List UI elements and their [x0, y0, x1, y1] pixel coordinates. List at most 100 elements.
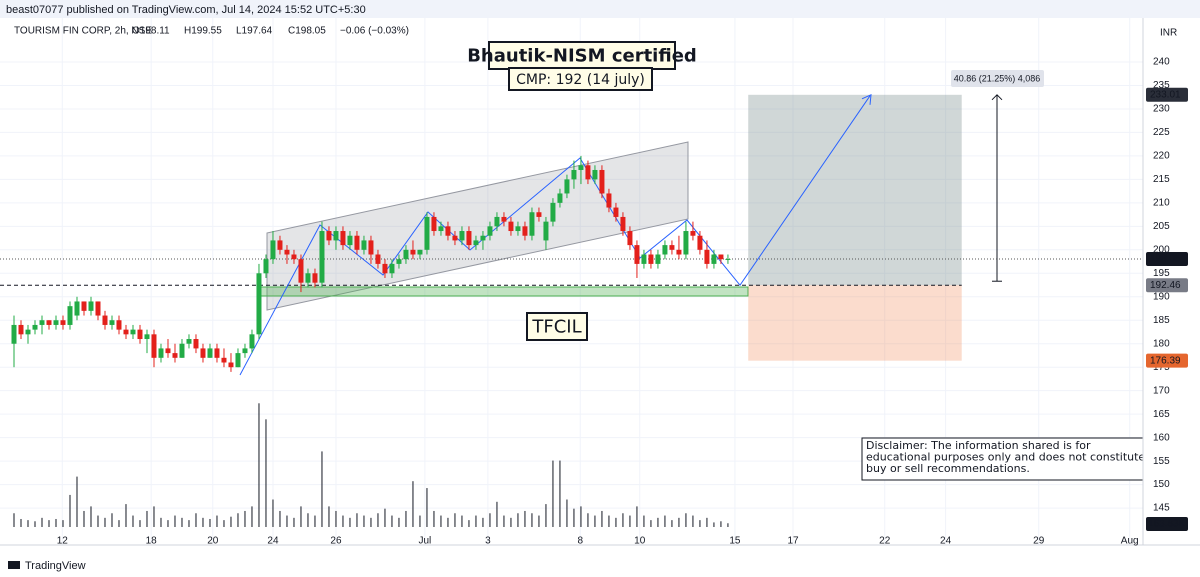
y-tick-label: 150 — [1153, 479, 1170, 490]
candle-body — [466, 231, 472, 246]
candle-body — [228, 362, 234, 368]
volume-bar — [97, 515, 99, 527]
y-tick-label: 180 — [1153, 338, 1170, 349]
volume-bar — [286, 515, 288, 527]
volume-bar — [524, 510, 526, 527]
candle-body — [32, 324, 38, 330]
volume-bar — [174, 515, 176, 527]
volume-bar — [83, 510, 85, 527]
volume-bar — [573, 508, 575, 527]
candle-body — [144, 334, 150, 340]
candle-body — [214, 348, 220, 358]
candle-body — [410, 249, 416, 255]
volume-bar — [335, 510, 337, 527]
candle-body — [158, 348, 164, 358]
x-tick-label: 22 — [879, 536, 891, 547]
price-tag — [1146, 353, 1188, 368]
footer: TradingView — [25, 560, 86, 572]
ohlc-value: L197.64 — [236, 26, 273, 37]
volume-bar — [314, 515, 316, 527]
candle-body — [480, 235, 486, 241]
y-tick-label: 225 — [1153, 127, 1170, 138]
arrow-head — [861, 93, 872, 105]
candle-body — [683, 231, 689, 255]
volume-bar — [181, 517, 183, 527]
candle-body — [18, 324, 24, 335]
volume-bar — [650, 520, 652, 527]
candle-body — [88, 301, 94, 311]
candle-body — [235, 353, 241, 368]
candle-body — [718, 254, 724, 260]
volume-bar — [349, 517, 351, 527]
candle-body — [620, 216, 626, 232]
candle-body — [172, 353, 178, 358]
volume-bar — [559, 460, 561, 527]
candle-body — [200, 348, 206, 358]
volume-bar — [692, 515, 694, 527]
support-zone — [257, 286, 749, 297]
candle-body — [487, 226, 493, 236]
candle-body — [193, 339, 199, 349]
candle-body — [165, 348, 171, 354]
tv-logo — [8, 561, 20, 569]
volume-bar — [468, 520, 470, 527]
candle-body — [221, 357, 227, 363]
candle-body — [361, 240, 367, 250]
stop-zone — [748, 285, 962, 361]
volume-bar — [363, 515, 365, 527]
currency: INR — [1160, 28, 1177, 39]
volume-bar — [454, 513, 456, 527]
candle-body — [578, 165, 584, 170]
candle-body — [11, 324, 17, 344]
volume-bar — [41, 517, 43, 527]
volume-bar — [657, 517, 659, 527]
disclaimer-line: educational purposes only and does not c… — [866, 451, 1145, 464]
price-tag — [1146, 251, 1188, 266]
volume-bar — [440, 515, 442, 527]
volume-bar — [118, 520, 120, 527]
candle-body — [130, 329, 136, 335]
candle-body — [123, 329, 129, 335]
volume-bar — [496, 501, 498, 527]
x-tick-label: 24 — [267, 536, 279, 547]
x-tick-label: 26 — [330, 536, 342, 547]
candle-body — [305, 273, 311, 283]
volume-bar — [678, 517, 680, 527]
volume-bar — [636, 506, 638, 527]
candle-body — [102, 315, 108, 325]
price-tag-label: 192.46 — [1150, 280, 1181, 291]
volume-bar — [601, 510, 603, 527]
price-tag-label: 233.01 — [1150, 89, 1181, 100]
y-tick-label: 165 — [1153, 409, 1170, 420]
candle-body — [676, 249, 682, 255]
volume-bar — [307, 513, 309, 527]
ohlc-value: O198.11 — [132, 26, 170, 37]
volume-bar — [188, 520, 190, 527]
candle-body — [151, 334, 157, 358]
candle-body — [312, 273, 318, 283]
volume-bar — [34, 521, 36, 527]
candle-body — [494, 216, 500, 227]
candle-body — [417, 249, 423, 255]
volume-bar — [377, 513, 379, 527]
candle-body — [452, 235, 458, 241]
volume-bar — [258, 403, 260, 527]
volume-bar — [167, 520, 169, 527]
volume-bar — [545, 504, 547, 527]
x-tick-label: 12 — [57, 536, 69, 547]
y-tick-label: 235 — [1153, 80, 1170, 91]
volume-bar — [104, 517, 106, 527]
y-tick-label: 170 — [1153, 385, 1170, 396]
candle-body — [564, 179, 570, 194]
candle-body — [515, 226, 521, 232]
volume-bar — [76, 476, 78, 527]
volume-bar — [13, 513, 15, 527]
volume-bar — [160, 517, 162, 527]
candle-body — [550, 202, 556, 222]
candle-body — [109, 320, 115, 325]
candle-body — [116, 320, 122, 330]
candle-body — [340, 231, 346, 246]
volume-bar — [223, 520, 225, 527]
candle-body — [396, 259, 402, 264]
